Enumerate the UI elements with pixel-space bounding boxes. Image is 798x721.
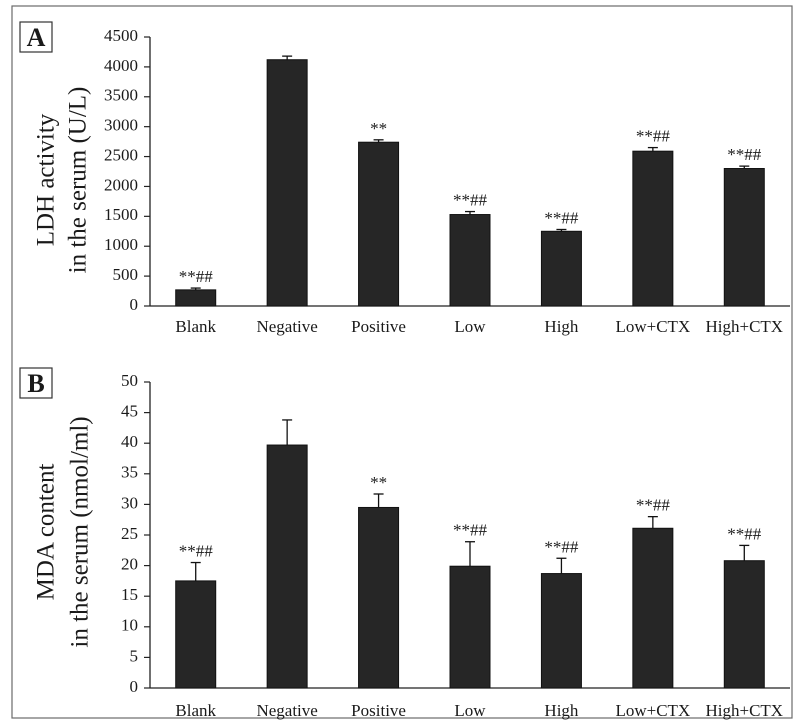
bar-high-plus-ctx bbox=[723, 168, 765, 307]
significance-marker: **## bbox=[636, 127, 671, 146]
significance-marker: **## bbox=[544, 208, 579, 227]
significance-marker: **## bbox=[179, 267, 214, 286]
panel-letter: A bbox=[27, 23, 46, 52]
y-tick-label: 3000 bbox=[104, 116, 138, 135]
y-tick-label: 50 bbox=[121, 371, 138, 390]
y-tick-label: 20 bbox=[121, 555, 138, 574]
y-axis-title-line: in the serum (nmol/ml) bbox=[67, 416, 94, 647]
bar-low bbox=[449, 565, 491, 689]
panel-letter-box bbox=[19, 367, 53, 399]
y-tick-label: 2500 bbox=[104, 145, 138, 164]
x-category-label: Negative bbox=[256, 701, 317, 720]
y-tick-label: 35 bbox=[121, 463, 138, 482]
significance-marker: ** bbox=[370, 473, 387, 492]
bar-positive bbox=[358, 141, 400, 307]
x-category-label: Positive bbox=[351, 317, 406, 336]
bar-blank bbox=[175, 580, 217, 689]
significance-marker: **## bbox=[453, 521, 488, 540]
y-axis-title-line: LDH activity bbox=[33, 113, 60, 246]
significance-marker: ** bbox=[370, 119, 387, 138]
y-tick-label: 0 bbox=[130, 295, 139, 314]
bar-high-plus-ctx bbox=[723, 560, 765, 689]
x-category-label: Low+CTX bbox=[615, 317, 690, 336]
y-tick-label: 3500 bbox=[104, 86, 138, 105]
significance-marker: **## bbox=[179, 542, 214, 561]
x-category-label: High+CTX bbox=[705, 701, 783, 720]
bar-negative bbox=[266, 444, 308, 689]
y-tick-label: 25 bbox=[121, 524, 138, 543]
y-tick-label: 5 bbox=[130, 646, 139, 665]
x-category-label: Low bbox=[454, 701, 486, 720]
y-tick-label: 4500 bbox=[104, 26, 138, 45]
y-tick-label: 30 bbox=[121, 493, 138, 512]
panel-a-chart: A LDH activity in the serum (U/L) 0 500 1000 1… bbox=[19, 21, 790, 336]
bar-high bbox=[540, 230, 582, 307]
panel-letter: B bbox=[27, 369, 44, 398]
bar-negative bbox=[266, 59, 308, 307]
x-category-label: Positive bbox=[351, 701, 406, 720]
y-tick-label: 1000 bbox=[104, 235, 138, 254]
panel-b-chart: B MDA content in the serum (nmol/ml) 0 5 10 15… bbox=[19, 367, 790, 720]
x-category-label: Low bbox=[454, 317, 486, 336]
x-category-label: Blank bbox=[175, 701, 216, 720]
bar-high bbox=[540, 573, 582, 689]
bar-low-plus-ctx bbox=[632, 150, 674, 307]
y-tick-label: 0 bbox=[130, 677, 139, 696]
y-tick-label: 2000 bbox=[104, 175, 138, 194]
significance-marker: **## bbox=[727, 145, 762, 164]
significance-marker: **## bbox=[453, 191, 488, 210]
y-tick-label: 45 bbox=[121, 402, 138, 421]
y-tick-label: 40 bbox=[121, 432, 138, 451]
x-category-label: Negative bbox=[256, 317, 317, 336]
y-axis-title-line: in the serum (U/L) bbox=[65, 87, 92, 274]
x-category-label: High bbox=[544, 701, 579, 720]
significance-marker: **## bbox=[636, 496, 671, 515]
bar-low bbox=[449, 214, 491, 307]
bar-positive bbox=[358, 506, 400, 689]
bar-low-plus-ctx bbox=[632, 527, 674, 689]
x-category-label: Low+CTX bbox=[615, 701, 690, 720]
figure-border bbox=[11, 5, 793, 719]
significance-marker: **## bbox=[727, 524, 762, 543]
x-category-label: High+CTX bbox=[705, 317, 783, 336]
bar-blank bbox=[175, 289, 217, 307]
significance-marker: **## bbox=[544, 537, 579, 556]
y-tick-label: 1500 bbox=[104, 205, 138, 224]
y-tick-label: 15 bbox=[121, 585, 138, 604]
y-tick-label: 4000 bbox=[104, 56, 138, 75]
y-axis-title-line: MDA content bbox=[33, 464, 60, 601]
y-tick-label: 10 bbox=[121, 616, 138, 635]
x-category-label: Blank bbox=[175, 317, 216, 336]
x-category-label: High bbox=[544, 317, 579, 336]
y-tick-label: 500 bbox=[113, 265, 139, 284]
panel-letter-box bbox=[19, 21, 53, 53]
